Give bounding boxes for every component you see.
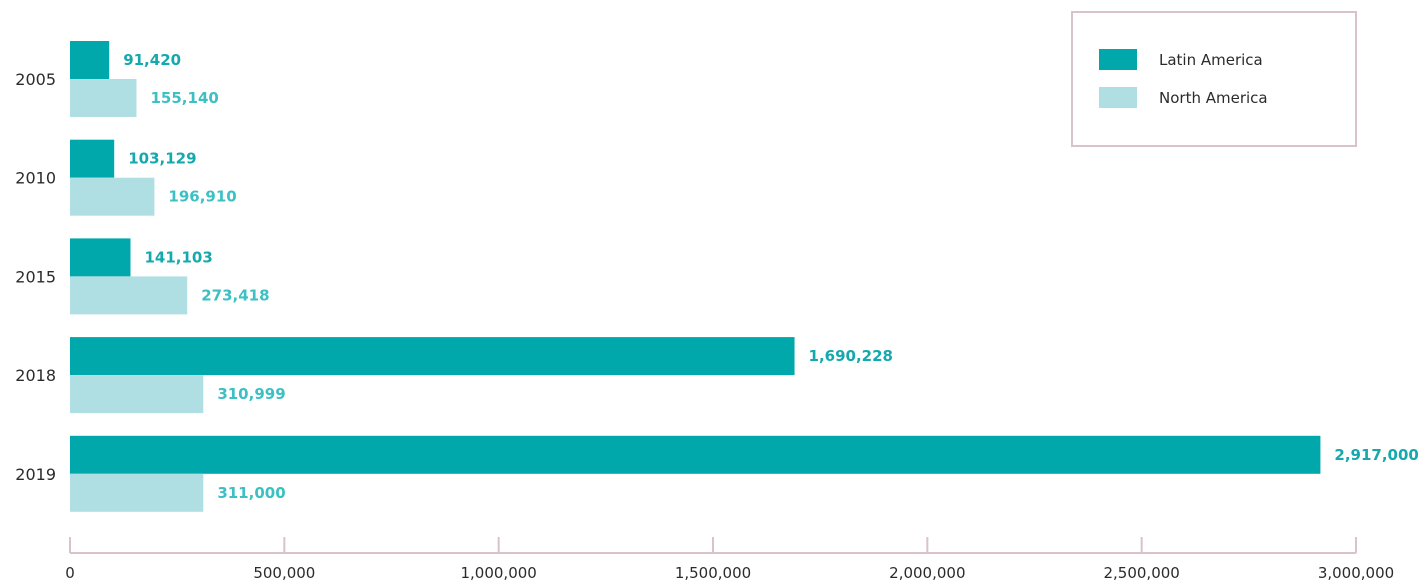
legend: Latin America North America (1071, 11, 1357, 147)
x-tick-label-2: 1,000,000 (460, 564, 536, 582)
x-tick-label-5: 2,500,000 (1103, 564, 1179, 582)
bar-latin-america-2019 (70, 435, 1321, 474)
value-label-north-america-2015: 273,418 (201, 286, 269, 304)
x-tick-label-4: 2,000,000 (889, 564, 965, 582)
legend-label-north-america: North America (1159, 89, 1268, 107)
category-label-2005: 2005 (15, 70, 56, 89)
category-label-2019: 2019 (15, 465, 56, 484)
bar-north-america-2005 (70, 79, 137, 117)
bar-latin-america-2018 (70, 337, 795, 376)
bar-north-america-2015 (70, 276, 188, 315)
bar-latin-america-2005 (70, 41, 110, 79)
value-label-latin-america-2015: 141,103 (144, 248, 212, 266)
bar-latin-america-2015 (70, 238, 131, 277)
legend-swatch-north-america (1099, 87, 1137, 108)
value-labels-layer: 91,420 155,140 103,129 196,910 141,103 273,41… (123, 51, 1419, 502)
legend-label-latin-america: Latin America (1159, 51, 1263, 69)
category-labels-layer: 2005 2010 2015 2018 2019 (15, 70, 56, 484)
bar-latin-america-2010 (70, 139, 115, 178)
value-label-latin-america-2019: 2,917,000 (1334, 446, 1418, 464)
x-tick-label-0: 0 (65, 564, 75, 582)
x-axis: 0 500,000 1,000,000 1,500,000 2,000,000 2,500… (65, 537, 1394, 582)
bar-north-america-2010 (70, 177, 155, 216)
value-label-north-america-2019: 311,000 (217, 484, 285, 502)
category-label-2018: 2018 (15, 366, 56, 385)
legend-swatch-latin-america (1099, 49, 1137, 70)
value-label-north-america-2010: 196,910 (168, 188, 236, 206)
bar-north-america-2019 (70, 473, 204, 512)
category-label-2015: 2015 (15, 267, 56, 286)
value-label-north-america-2018: 310,999 (217, 385, 285, 403)
value-label-north-america-2005: 155,140 (151, 89, 219, 107)
value-label-latin-america-2005: 91,420 (123, 51, 181, 69)
bar-north-america-2018 (70, 375, 204, 414)
x-tick-label-1: 500,000 (253, 564, 315, 582)
x-tick-label-3: 1,500,000 (675, 564, 751, 582)
value-label-latin-america-2018: 1,690,228 (809, 347, 893, 365)
legend-box (1071, 11, 1357, 147)
category-label-2010: 2010 (15, 169, 56, 188)
x-tick-label-6: 3,000,000 (1318, 564, 1394, 582)
bars-layer (70, 41, 1321, 512)
value-label-latin-america-2010: 103,129 (128, 150, 196, 168)
